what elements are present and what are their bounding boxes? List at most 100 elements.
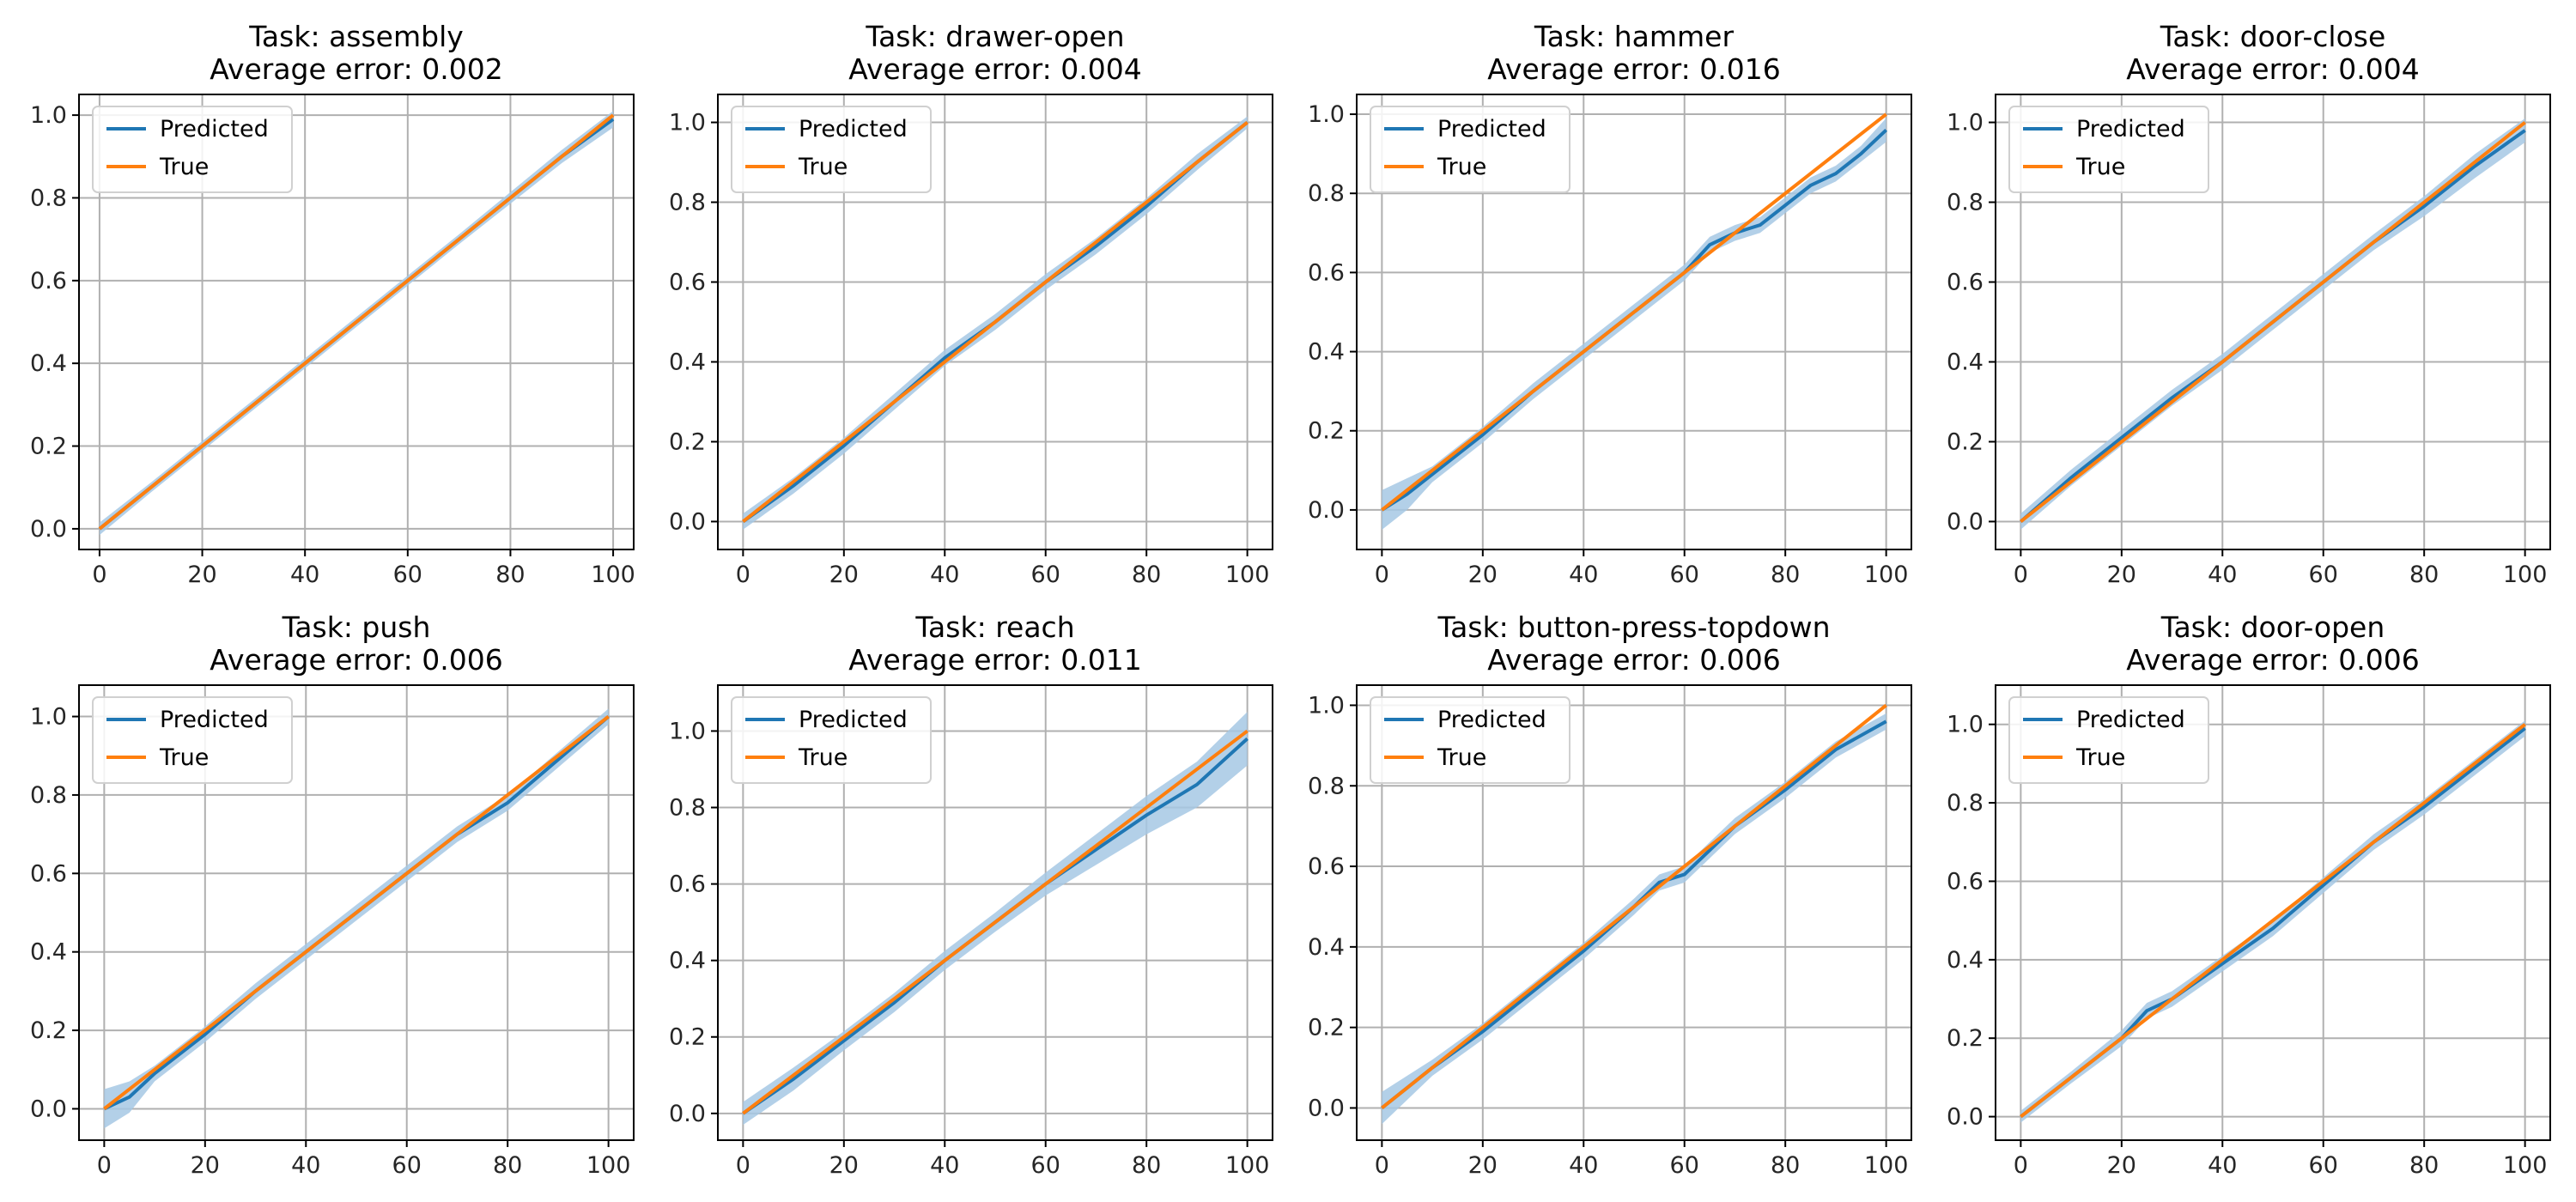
legend: Predicted True (1370, 106, 1571, 193)
x-tick-label: 60 (1031, 562, 1060, 588)
y-tick-label: 0.2 (30, 1017, 67, 1044)
subplot-2: 0 20 40 60 80 100 0.0 0.2 0.4 0.6 0.8 1.0 Task: draw… (669, 20, 1273, 588)
plot-area (1381, 112, 1888, 530)
legend-true-label: True (1437, 744, 1486, 771)
subplot-title: Task: push (282, 610, 431, 644)
true-line (2020, 120, 2526, 524)
true-line (98, 113, 615, 531)
legend: Predicted True (2008, 696, 2209, 784)
true-line (2020, 723, 2526, 1119)
y-tick-label: 0.4 (1308, 934, 1345, 961)
x-tick-label: 20 (1468, 1152, 1498, 1179)
plot-area (103, 708, 610, 1129)
x-tick-label: 100 (2503, 1152, 2548, 1179)
y-tick-label: 0.8 (1308, 180, 1345, 207)
y-tick-label: 0.8 (1947, 790, 1984, 817)
x-tick-label: 20 (187, 562, 216, 588)
y-tick-label: 0.4 (30, 939, 67, 966)
legend: Predicted True (92, 696, 293, 784)
x-tick-label: 100 (1864, 1152, 1909, 1179)
axes-frame (717, 684, 1273, 1141)
y-tick-label: 0.0 (669, 1101, 706, 1127)
y-tick-label: 0.4 (1308, 339, 1345, 366)
x-tick-label: 40 (1569, 562, 1598, 588)
x-tick-label: 0 (736, 562, 750, 588)
predicted-band (1382, 118, 1886, 530)
legend-predicted-label: Predicted (1437, 707, 1546, 733)
legend-predicted-label: Predicted (160, 707, 269, 733)
y-tick-label: 0.6 (669, 270, 706, 296)
x-tick-label: 0 (92, 562, 106, 588)
y-tick-label: 0.2 (1308, 1015, 1345, 1041)
subplot-title: Task: door-open (2160, 610, 2385, 644)
subplot-subtitle: Average error: 0.016 (1487, 52, 1780, 86)
y-tick-label: 0.6 (669, 871, 706, 898)
legend-true-label: True (1437, 154, 1486, 180)
plot-area (742, 712, 1249, 1126)
legend-true-label: True (2075, 744, 2125, 771)
x-tick-label: 80 (2409, 1152, 2439, 1179)
subplot-subtitle: Average error: 0.004 (2126, 52, 2419, 86)
x-tick-label: 60 (1670, 562, 1699, 588)
subplot-title: Task: reach (914, 610, 1074, 644)
subplot-subtitle: Average error: 0.006 (210, 643, 502, 677)
legend-predicted-label: Predicted (1437, 116, 1546, 143)
y-tick-label: 0.0 (669, 508, 706, 535)
x-tick-label: 60 (2309, 1152, 2338, 1179)
axes-frame (78, 684, 635, 1141)
y-tick-label: 0.2 (1308, 418, 1345, 445)
subplot-4: 0 20 40 60 80 100 0.0 0.2 0.4 0.6 0.8 1.0 Task: door… (1947, 20, 2551, 588)
plot-area (2020, 118, 2526, 530)
subplot-title: Task: assembly (248, 20, 464, 53)
subplot-1: 0 20 40 60 80 100 0.0 0.2 0.4 0.6 0.8 1.0 Task: asse… (30, 20, 635, 588)
y-tick-label: 0.4 (669, 349, 706, 375)
legend: Predicted True (731, 696, 932, 784)
x-tick-label: 0 (1375, 562, 1389, 588)
x-tick-label: 40 (290, 562, 319, 588)
x-tick-label: 100 (591, 562, 635, 588)
y-tick-label: 0.4 (1947, 947, 1984, 974)
x-tick-label: 0 (2014, 1152, 2028, 1179)
y-tick-label: 1.0 (30, 704, 67, 731)
y-tick-label: 0.4 (1947, 349, 1984, 375)
subplot-5: 0 20 40 60 80 100 0.0 0.2 0.4 0.6 0.8 1.0 Task: push… (30, 610, 635, 1179)
y-tick-label: 0.8 (669, 795, 706, 822)
y-tick-label: 0.4 (30, 350, 67, 377)
subplot-subtitle: Average error: 0.006 (1487, 643, 1780, 677)
y-tick-label: 1.0 (669, 110, 706, 137)
x-tick-label: 60 (1670, 1152, 1699, 1179)
legend-true-label: True (159, 744, 209, 771)
x-tick-label: 80 (1771, 562, 1800, 588)
subplot-6: 0 20 40 60 80 100 0.0 0.2 0.4 0.6 0.8 1.0 Task: reac… (669, 610, 1273, 1179)
legend-true-label: True (2075, 154, 2125, 180)
predicted-line (1381, 129, 1888, 512)
legend: Predicted True (731, 106, 932, 193)
legend-true-label: True (798, 744, 848, 771)
x-tick-label: 100 (1225, 562, 1270, 588)
y-tick-label: 0.2 (669, 1024, 706, 1051)
predicted-band (1382, 713, 1886, 1125)
legend-true-label: True (798, 154, 848, 180)
x-tick-label: 20 (2107, 1152, 2136, 1179)
y-tick-label: 0.8 (1308, 773, 1345, 799)
y-tick-label: 0.2 (1947, 1025, 1984, 1052)
x-tick-label: 80 (1771, 1152, 1800, 1179)
x-tick-label: 40 (291, 1152, 320, 1179)
plot-area (2020, 720, 2526, 1123)
legend: Predicted True (1370, 696, 1571, 784)
x-tick-label: 20 (829, 1152, 859, 1179)
true-line (742, 120, 1249, 524)
x-tick-label: 80 (495, 562, 525, 588)
y-tick-label: 0.6 (1308, 853, 1345, 880)
x-tick-label: 80 (1132, 1152, 1161, 1179)
true-line (742, 729, 1249, 1115)
y-tick-label: 0.2 (669, 428, 706, 455)
x-tick-label: 60 (1031, 1152, 1060, 1179)
x-tick-label: 80 (1132, 562, 1161, 588)
true-line (103, 714, 610, 1111)
subplot-subtitle: Average error: 0.011 (848, 643, 1141, 677)
y-tick-label: 0.2 (30, 434, 67, 460)
y-tick-label: 0.8 (1947, 190, 1984, 216)
plot-area (742, 116, 1249, 530)
